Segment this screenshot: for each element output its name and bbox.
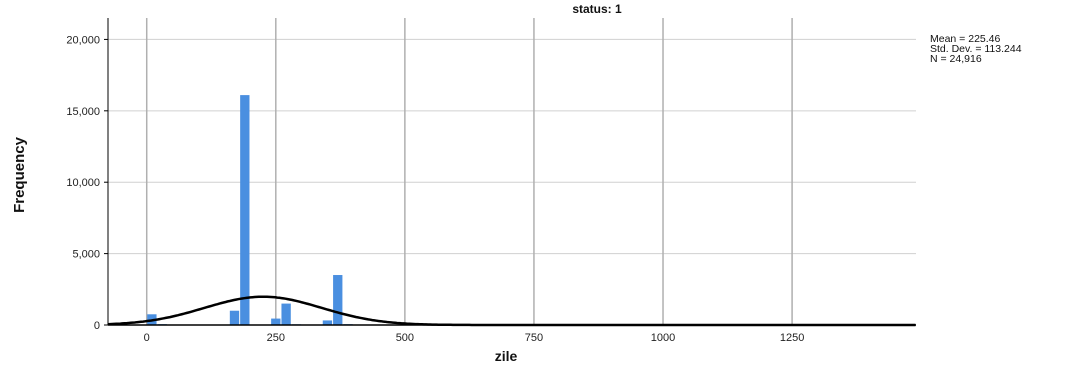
mean-stat: Mean = 225.46 — [930, 33, 1001, 45]
summary-statistics: Mean = 225.46 Std. Dev. = 113.244 N = 24… — [930, 33, 1022, 65]
x-tick-label: 1000 — [651, 332, 675, 344]
axes — [104, 18, 916, 326]
histogram-bar — [271, 318, 281, 325]
y-tick-label: 15,000 — [66, 106, 100, 118]
normal-distribution-curve — [107, 295, 916, 327]
n-stat: N = 24,916 — [930, 53, 982, 65]
x-tick-label: 500 — [396, 332, 414, 344]
histogram-bar — [322, 320, 333, 325]
y-tick-label: 5,000 — [72, 249, 100, 261]
chart-title: status: 1 — [572, 2, 622, 16]
y-tick-label: 10,000 — [66, 177, 100, 189]
histogram-bar — [333, 275, 343, 325]
x-tick-label: 750 — [525, 332, 543, 344]
x-tick-label: 250 — [267, 332, 285, 344]
y-tick-label: 0 — [94, 320, 100, 332]
x-tick-label: 1250 — [780, 332, 804, 344]
x-tick-label: 0 — [144, 332, 150, 344]
y-tick-label: 20,000 — [66, 34, 100, 46]
histogram-bar — [229, 310, 240, 325]
grid-lines — [108, 18, 916, 325]
tick-labels: 0 5,000 10,000 15,000 20,000 0 250 500 750 1000 12… — [66, 34, 804, 344]
histogram-bars — [147, 95, 374, 325]
x-axis-label: zile — [495, 348, 518, 364]
std-dev-stat: Std. Dev. = 113.244 — [930, 43, 1022, 55]
y-axis-label: Frequency — [11, 136, 28, 213]
histogram-bar — [281, 303, 291, 325]
histogram-bar — [240, 95, 250, 325]
normal-curve-layer — [107, 295, 916, 327]
